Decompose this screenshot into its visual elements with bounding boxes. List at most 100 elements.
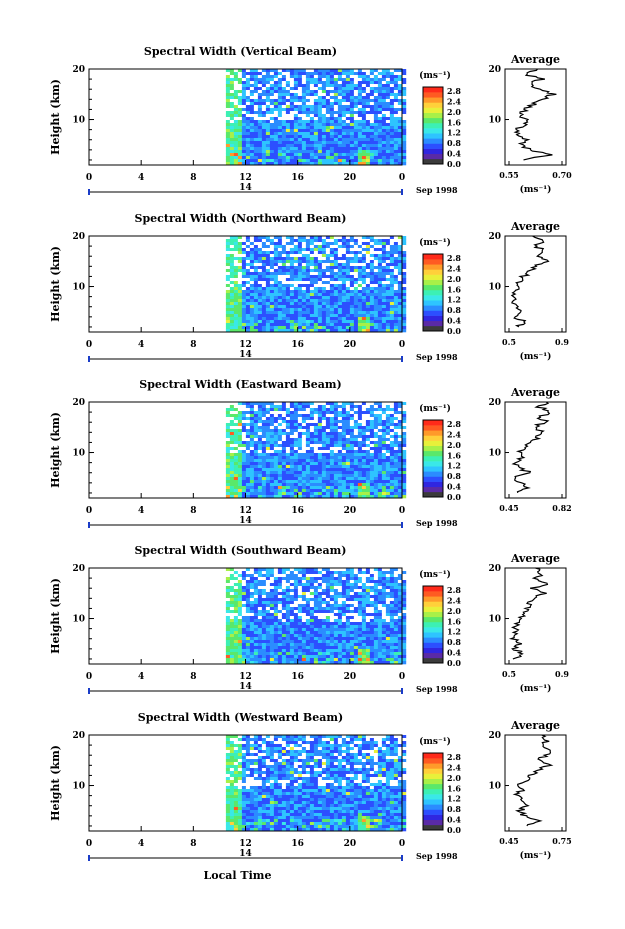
colorbar-swatch <box>423 819 443 826</box>
y-tick-label: 10 <box>72 449 85 459</box>
colorbar-frame <box>422 253 444 332</box>
profile-y-tick-label: 20 <box>488 398 501 408</box>
colorbar-swatch <box>423 586 443 592</box>
colorbar-tick-label: 0.4 <box>447 316 461 326</box>
heatmap-cells <box>225 69 407 166</box>
colorbar-unit-label: (ms⁻¹) <box>419 569 451 580</box>
day-label: 14 <box>239 183 252 193</box>
colorbar-swatch <box>423 445 443 452</box>
day-label: 14 <box>239 516 252 526</box>
colorbar-swatch <box>423 486 443 493</box>
panel-4: Spectral Width (Southward Beam) Height (k… <box>49 544 569 694</box>
colorbar-swatch <box>423 112 443 119</box>
y-tick-label: 20 <box>72 232 85 242</box>
colorbar-tick-label: 2.4 <box>447 263 461 273</box>
x-tick-label: 8 <box>190 839 196 849</box>
x-tick-label: 20 <box>344 839 357 849</box>
y-tick-label: 20 <box>72 398 85 408</box>
profile-title: Average <box>510 220 560 233</box>
colorbar-swatch <box>423 435 443 441</box>
date-label: Sep 1998 <box>416 518 458 528</box>
profile-y-tick-label: 10 <box>488 782 501 792</box>
profile-x-tick-label: 0.55 <box>499 170 518 180</box>
colorbar-swatch <box>423 753 443 759</box>
colorbar-tick-label: 2.4 <box>447 762 461 772</box>
colorbar-tick-label: 0.4 <box>447 648 461 658</box>
panel-title: Spectral Width (Northward Beam) <box>135 212 347 225</box>
colorbar-swatch <box>423 637 443 643</box>
colorbar-swatch <box>423 107 443 113</box>
y-tick-label: 20 <box>72 731 85 741</box>
day-label: 14 <box>239 350 252 360</box>
profile-x-label: (ms⁻¹) <box>520 184 552 195</box>
colorbar-swatch <box>423 274 443 280</box>
profile-line <box>513 68 557 161</box>
date-label: Sep 1998 <box>416 684 458 694</box>
colorbar-tick-label: 2.8 <box>447 752 461 762</box>
colorbar-tick-label: 0.8 <box>447 471 461 481</box>
x-tick-label: 12 <box>239 173 252 183</box>
colorbar-tick-label: 2.0 <box>447 606 461 616</box>
panel-title: Spectral Width (Eastward Beam) <box>139 378 341 391</box>
panel-1: Spectral Width (Vertical Beam) Height (km… <box>49 45 572 195</box>
colorbar-tick-label: 0.0 <box>447 326 461 336</box>
panel-3: Spectral Width (Eastward Beam) Height (km… <box>49 378 572 528</box>
x-tick-label: 0 <box>399 839 405 849</box>
x-tick-label: 16 <box>291 173 304 183</box>
x-tick-label: 0 <box>399 506 405 516</box>
colorbar-swatch <box>423 783 443 790</box>
x-tick-label: 4 <box>138 173 144 183</box>
colorbar-swatch <box>423 138 443 144</box>
x-tick-label: 4 <box>138 672 144 682</box>
colorbar-frame <box>422 585 444 664</box>
colorbar-swatch <box>423 763 443 769</box>
colorbar-swatch <box>423 102 443 108</box>
profile-frame <box>504 734 567 832</box>
x-tick-label: 16 <box>291 839 304 849</box>
colorbar-tick-label: 1.6 <box>447 284 461 294</box>
colorbar-swatch <box>423 295 443 301</box>
colorbar-tick-label: 2.8 <box>447 585 461 595</box>
colorbar-swatch <box>423 627 443 633</box>
x-tick-label: 0 <box>399 672 405 682</box>
colorbar-tick-label: 1.6 <box>447 783 461 793</box>
y-axis-label: Height (km) <box>49 412 62 488</box>
x-tick-label: 20 <box>344 173 357 183</box>
profile-x-label: (ms⁻¹) <box>520 351 552 362</box>
profile-title: Average <box>510 552 560 565</box>
colorbar-swatch <box>423 804 443 810</box>
colorbar-tick-label: 2.0 <box>447 107 461 117</box>
colorbar-swatch <box>423 133 443 139</box>
panel-5: Spectral Width (Westward Beam) Height (km… <box>49 711 572 861</box>
colorbar-swatch <box>423 652 443 659</box>
colorbar-swatch <box>423 284 443 291</box>
profile-x-tick-label: 0.45 <box>499 836 518 846</box>
profile-frame <box>504 401 567 499</box>
colorbar-tick-label: 1.6 <box>447 117 461 127</box>
x-tick-label: 0 <box>86 672 92 682</box>
colorbar-tick-label: 2.0 <box>447 773 461 783</box>
x-tick-label: 0 <box>86 173 92 183</box>
colorbar-swatch <box>423 657 443 664</box>
colorbar-frame <box>422 86 444 165</box>
colorbar-swatch <box>423 128 443 134</box>
colorbar-tick-label: 1.2 <box>447 295 461 305</box>
y-axis-label: Height (km) <box>49 745 62 821</box>
profile-y-tick-label: 10 <box>488 283 501 293</box>
colorbar-swatch <box>423 143 443 149</box>
colorbar-tick-label: 1.2 <box>447 627 461 637</box>
colorbar-unit-label: (ms⁻¹) <box>419 70 451 81</box>
colorbar-unit-label: (ms⁻¹) <box>419 403 451 414</box>
heatmap-cells <box>225 236 407 333</box>
x-tick-label: 0 <box>399 173 405 183</box>
colorbar-swatch <box>423 430 443 436</box>
y-tick-label: 10 <box>72 782 85 792</box>
colorbar-swatch <box>423 647 443 654</box>
colorbar-tick-label: 0.0 <box>447 492 461 502</box>
colorbar-swatch <box>423 122 443 129</box>
colorbar-swatch <box>423 788 443 795</box>
colorbar-swatch <box>423 632 443 638</box>
y-tick-label: 20 <box>72 65 85 75</box>
colorbar-swatch <box>423 440 443 446</box>
panel-title: Spectral Width (Southward Beam) <box>134 544 346 557</box>
